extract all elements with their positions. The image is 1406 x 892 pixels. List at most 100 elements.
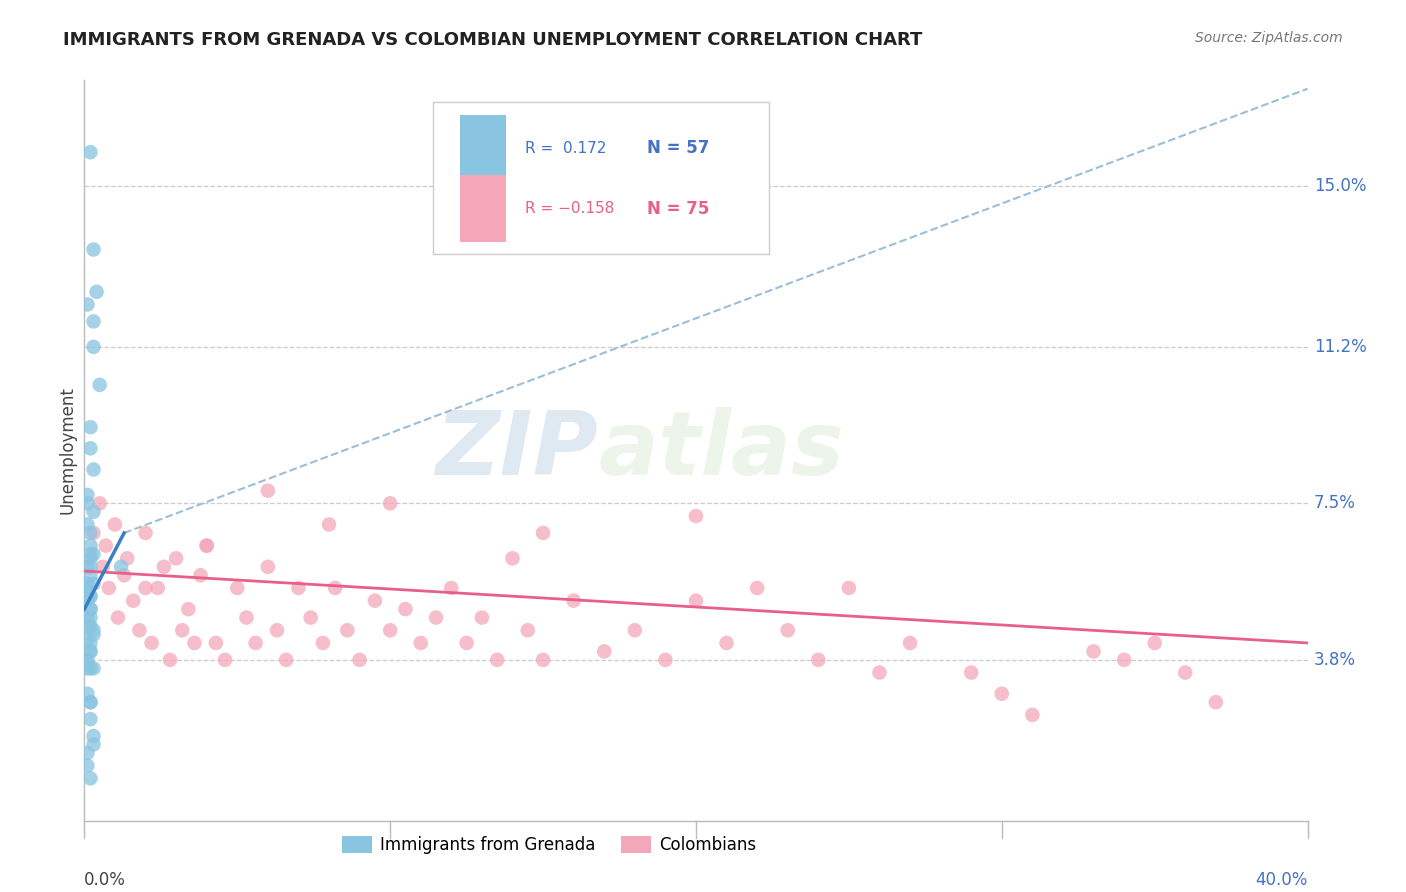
Point <box>257 559 280 574</box>
Point <box>79 442 101 456</box>
Legend: Immigrants from Grenada, Colombians: Immigrants from Grenada, Colombians <box>336 829 763 861</box>
Point <box>141 636 163 650</box>
Point <box>76 661 98 675</box>
Point <box>79 559 101 574</box>
Point <box>83 525 105 540</box>
Point <box>89 496 111 510</box>
Point <box>1083 644 1105 658</box>
Point <box>79 525 101 540</box>
Point <box>79 145 101 160</box>
Point <box>107 610 129 624</box>
Point <box>104 517 127 532</box>
Point <box>83 576 105 591</box>
Point <box>531 653 554 667</box>
Text: ZIP: ZIP <box>436 407 598 494</box>
Point <box>165 551 187 566</box>
Point <box>531 525 554 540</box>
Point <box>183 636 205 650</box>
Point <box>76 517 98 532</box>
Text: N = 75: N = 75 <box>647 200 710 218</box>
Text: 0.0%: 0.0% <box>84 871 127 889</box>
Point <box>195 539 218 553</box>
FancyBboxPatch shape <box>460 175 506 242</box>
Point <box>425 610 447 624</box>
Point <box>654 653 676 667</box>
Point <box>205 636 228 650</box>
Y-axis label: Unemployment: Unemployment <box>58 386 76 515</box>
Point <box>76 593 98 607</box>
Point <box>79 636 101 650</box>
Point <box>898 636 921 650</box>
Point <box>159 653 181 667</box>
Point <box>226 581 249 595</box>
Point <box>838 581 860 595</box>
Point <box>79 644 101 658</box>
Point <box>97 581 120 595</box>
Point <box>960 665 983 680</box>
Point <box>83 624 105 638</box>
Point <box>83 505 105 519</box>
Point <box>747 581 769 595</box>
Point <box>94 539 117 553</box>
Point <box>79 619 101 633</box>
Point <box>79 420 101 434</box>
Text: R = −0.158: R = −0.158 <box>524 201 614 216</box>
Point <box>76 581 98 595</box>
Point <box>79 590 101 604</box>
Point <box>76 576 98 591</box>
Point <box>86 285 108 299</box>
Point <box>195 539 218 553</box>
Point <box>115 551 138 566</box>
Point <box>79 644 101 658</box>
Point <box>593 644 616 658</box>
Point <box>516 624 538 638</box>
Point <box>287 581 309 595</box>
Point <box>299 610 322 624</box>
Point <box>807 653 830 667</box>
Point <box>76 746 98 760</box>
Point <box>76 559 98 574</box>
Point <box>502 551 524 566</box>
Point <box>409 636 432 650</box>
Point <box>79 695 101 709</box>
Point <box>177 602 200 616</box>
Point <box>1143 636 1166 650</box>
Point <box>135 525 157 540</box>
Point <box>76 653 98 667</box>
Point <box>135 581 157 595</box>
Point <box>456 636 478 650</box>
Point <box>76 581 98 595</box>
Point <box>336 624 359 638</box>
Point <box>153 559 176 574</box>
FancyBboxPatch shape <box>433 103 769 254</box>
Point <box>83 547 105 561</box>
Point <box>112 568 135 582</box>
Point <box>146 581 169 595</box>
Point <box>214 653 236 667</box>
Point <box>79 602 101 616</box>
Point <box>83 738 105 752</box>
Point <box>79 551 101 566</box>
Point <box>471 610 494 624</box>
Point <box>486 653 509 667</box>
Point <box>1021 707 1043 722</box>
Point <box>716 636 738 650</box>
Point <box>83 627 105 641</box>
Point <box>128 624 150 638</box>
Point <box>79 602 101 616</box>
Point <box>190 568 212 582</box>
Point <box>312 636 335 650</box>
Text: Source: ZipAtlas.com: Source: ZipAtlas.com <box>1195 31 1343 45</box>
Point <box>76 687 98 701</box>
Point <box>83 314 105 328</box>
Point <box>110 559 132 574</box>
Point <box>394 602 416 616</box>
Point <box>245 636 267 650</box>
Point <box>79 772 101 786</box>
Point <box>122 593 145 607</box>
Text: 7.5%: 7.5% <box>1313 494 1355 512</box>
Point <box>172 624 194 638</box>
Point <box>380 624 402 638</box>
Point <box>364 593 387 607</box>
Text: IMMIGRANTS FROM GRENADA VS COLOMBIAN UNEMPLOYMENT CORRELATION CHART: IMMIGRANTS FROM GRENADA VS COLOMBIAN UNE… <box>63 31 922 49</box>
